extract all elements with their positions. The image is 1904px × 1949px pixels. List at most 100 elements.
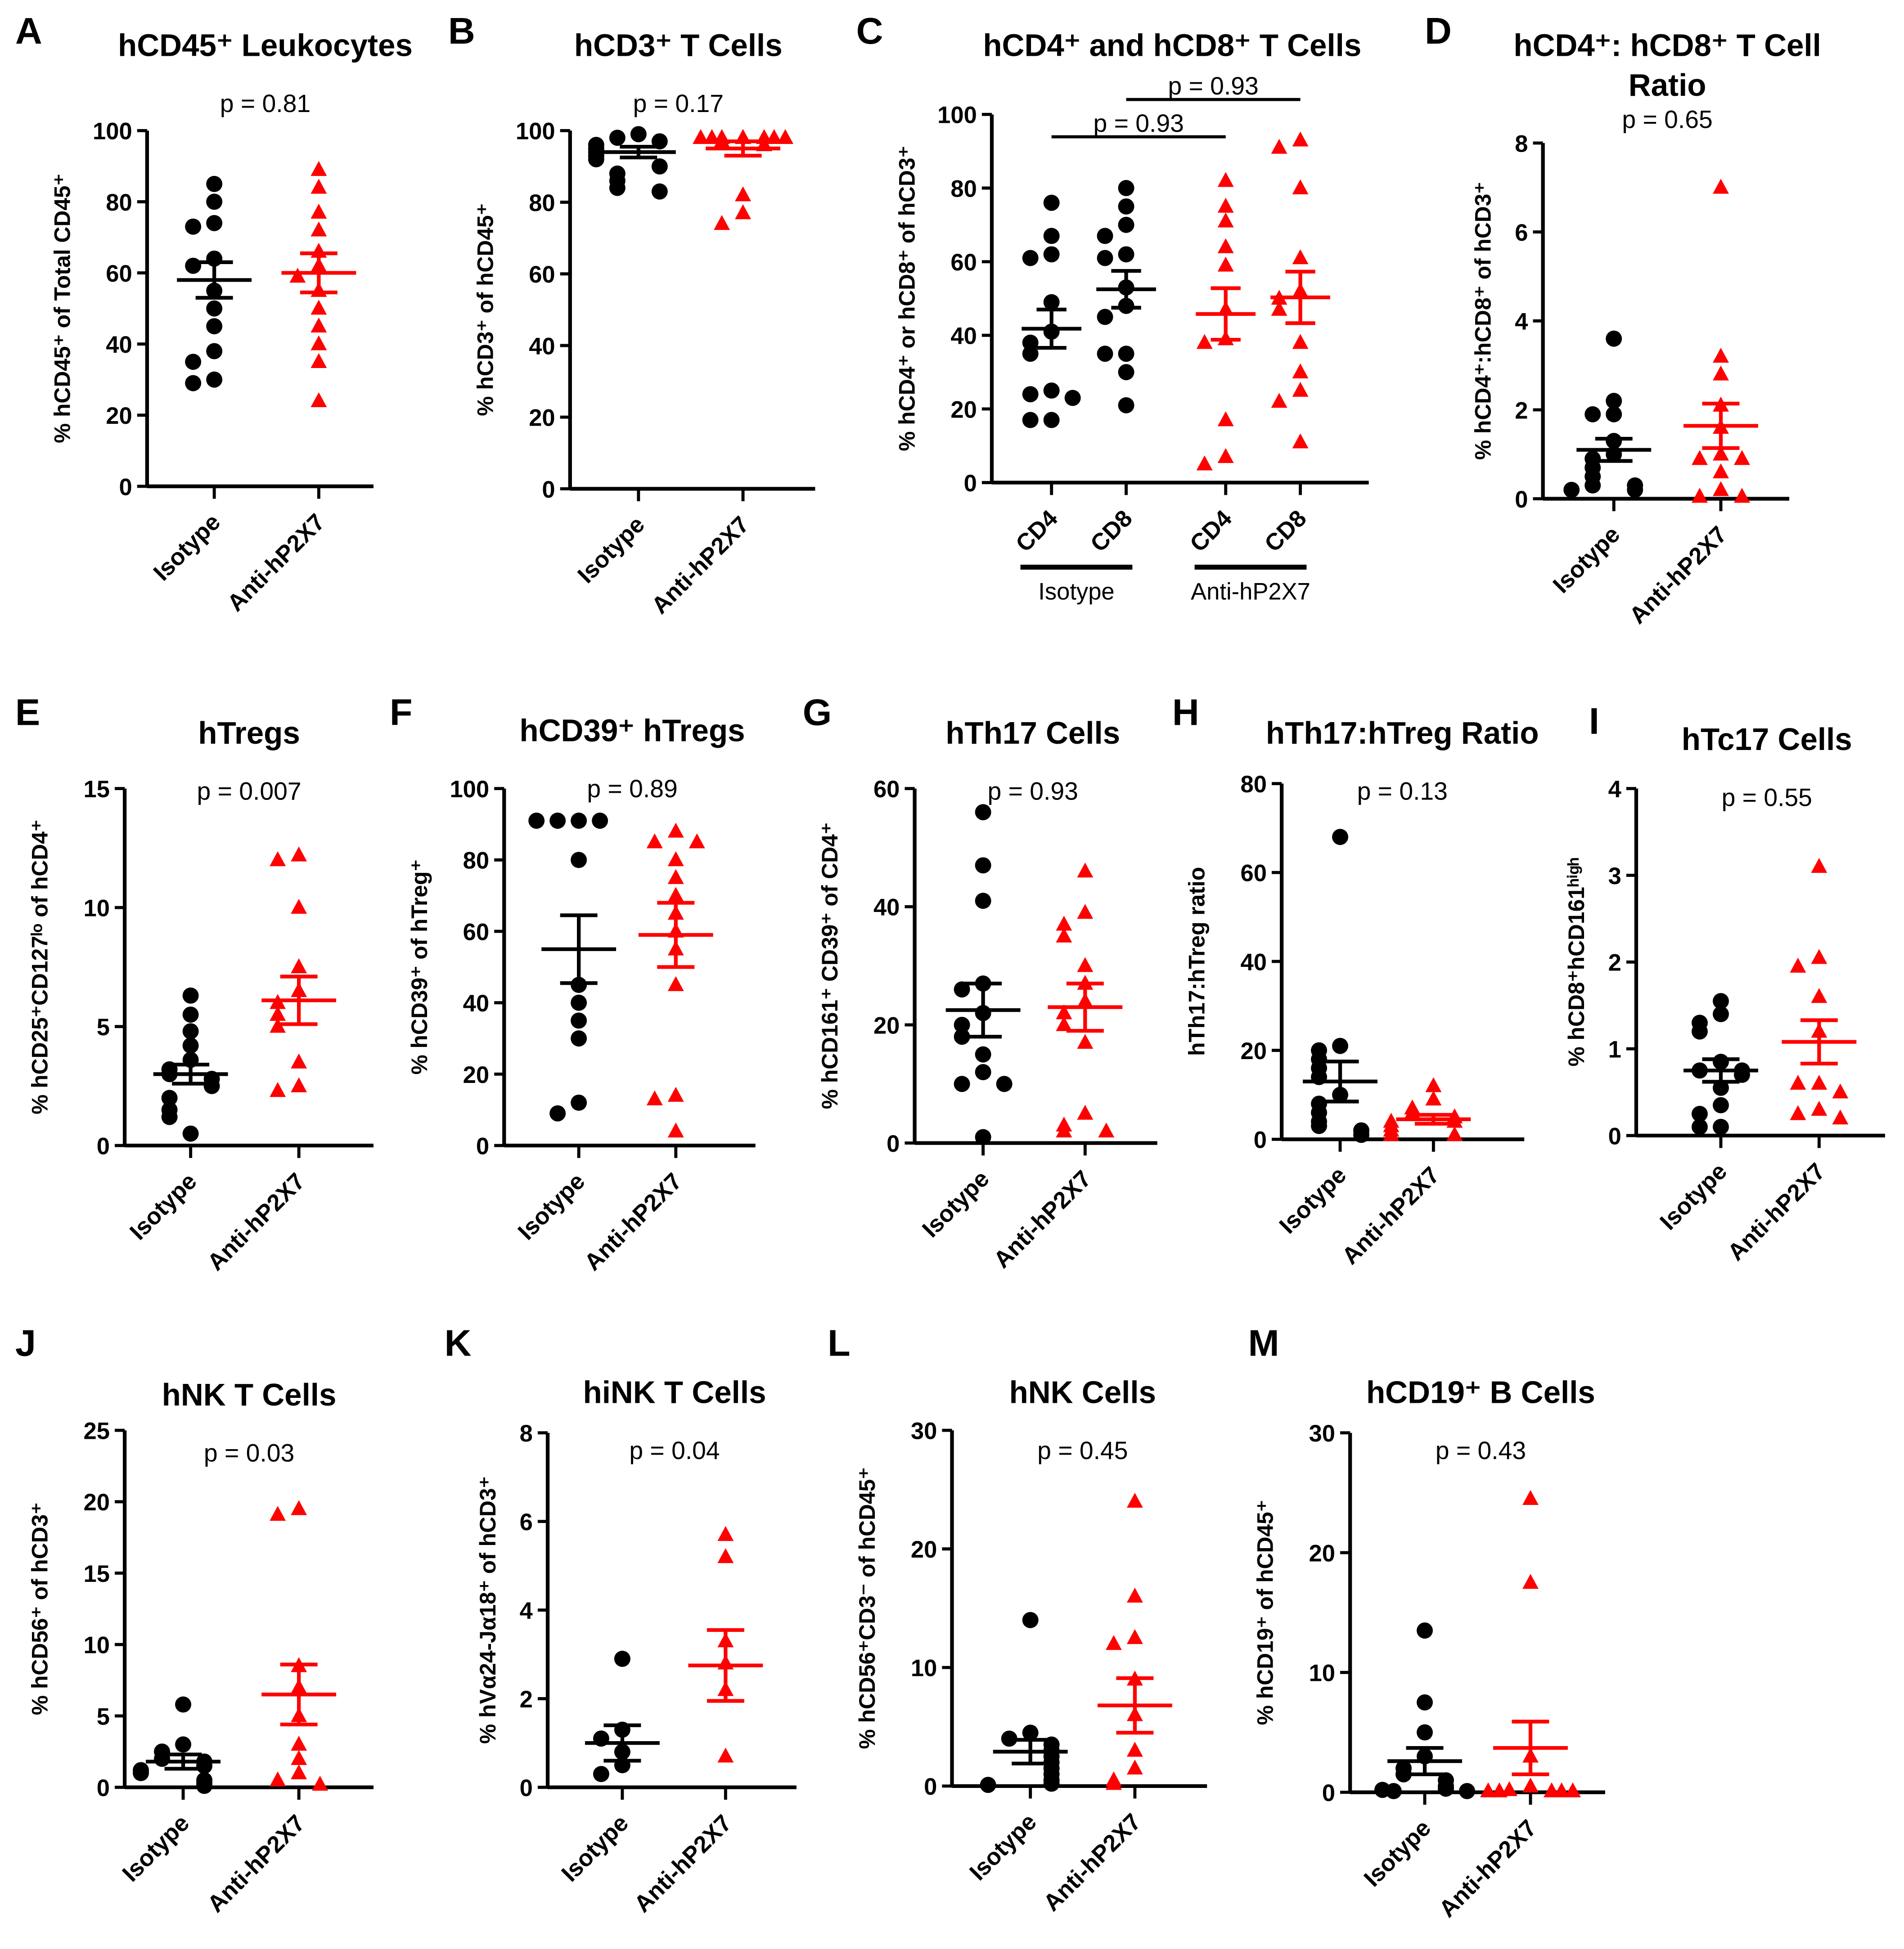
data-point-circle — [975, 1046, 991, 1063]
data-point-circle — [1606, 330, 1622, 347]
data-point-triangle — [1446, 1126, 1463, 1141]
data-point-circle — [1118, 397, 1134, 413]
y-tick-label: 4 — [1515, 309, 1528, 335]
panel-letter: B — [448, 10, 475, 52]
data-point-triangle — [291, 1736, 307, 1751]
data-point-triangle — [1292, 334, 1309, 349]
panel-letter: A — [15, 10, 42, 52]
chart-title-line2: Ratio — [1629, 67, 1706, 103]
data-point-triangle — [1713, 365, 1729, 381]
data-point-triangle — [291, 846, 307, 862]
panel-letter: I — [1589, 700, 1599, 742]
x-tick-label: CD4 — [1011, 505, 1063, 557]
chart-title: hTc17 Cells — [1682, 722, 1852, 757]
data-point-circle — [1417, 1622, 1433, 1639]
series-anti-hp2x7-cd4 — [1196, 172, 1256, 471]
y-tick-label: 80 — [1241, 771, 1267, 798]
data-point-circle — [1353, 1127, 1369, 1143]
data-point-circle — [1118, 198, 1134, 215]
y-tick-label: 0 — [520, 1775, 533, 1801]
data-point-triangle — [667, 851, 684, 867]
data-point-circle — [571, 813, 587, 829]
data-point-circle — [954, 1028, 970, 1045]
y-tick-label: 60 — [463, 919, 489, 945]
data-point-triangle — [1480, 1782, 1496, 1797]
p-value: p = 0.89 — [587, 775, 677, 803]
data-point-circle — [1627, 481, 1643, 498]
data-point-circle — [1097, 309, 1113, 325]
data-point-triangle — [1565, 1782, 1581, 1797]
group-label: Isotype — [1038, 578, 1114, 605]
data-point-circle — [182, 1037, 199, 1054]
y-tick-label: 4 — [1608, 776, 1621, 803]
data-point-triangle — [1553, 1782, 1570, 1797]
data-point-circle — [571, 1012, 587, 1029]
y-tick-label: 0 — [476, 1133, 489, 1159]
y-axis-label: % hCD25⁺CD127ˡᵒ of hCD4⁺ — [27, 820, 53, 1114]
data-point-triangle — [1790, 1074, 1806, 1090]
series-isotype — [133, 1696, 221, 1794]
y-tick-label: 60 — [950, 249, 977, 276]
y-tick-label: 2 — [1608, 950, 1621, 976]
series-isotype — [1374, 1622, 1475, 1799]
data-point-triangle — [1292, 363, 1309, 378]
data-point-triangle — [766, 129, 783, 144]
y-tick-label: 10 — [1309, 1660, 1335, 1687]
data-point-triangle — [1077, 1034, 1094, 1049]
y-tick-label: 20 — [873, 1012, 900, 1039]
y-tick-label: 0 — [542, 476, 555, 503]
y-tick-label: 10 — [911, 1655, 937, 1682]
data-point-triangle — [1292, 433, 1309, 449]
data-point-circle — [571, 1030, 587, 1047]
x-tick-label: Isotype — [1655, 1158, 1732, 1235]
data-point-triangle — [1056, 927, 1072, 943]
data-point-triangle — [1292, 249, 1309, 265]
y-tick-label: 10 — [83, 1632, 109, 1659]
y-tick-label: 0 — [97, 1775, 110, 1801]
data-point-triangle — [1271, 301, 1287, 316]
data-point-circle — [549, 813, 566, 829]
x-tick-label: Anti-hP2X7 — [1624, 521, 1732, 629]
y-tick-label: 40 — [873, 894, 900, 921]
data-point-triangle — [1105, 1775, 1122, 1790]
data-point-circle — [975, 857, 991, 874]
data-point-triangle — [1522, 1490, 1539, 1505]
data-point-circle — [1043, 1775, 1060, 1792]
data-point-triangle — [1811, 858, 1827, 873]
data-point-circle — [185, 257, 202, 274]
data-point-circle — [651, 183, 668, 200]
y-axis-label: % hCD8⁺hCD161ʰⁱᵍʰ — [1564, 858, 1589, 1066]
panel-letter: L — [828, 1322, 851, 1364]
y-tick-label: 1 — [1608, 1037, 1621, 1063]
data-point-circle — [975, 1129, 991, 1145]
y-tick-label: 0 — [964, 470, 977, 497]
y-tick-label: 60 — [1241, 860, 1267, 887]
data-point-triangle — [311, 203, 327, 219]
chart-title: hTregs — [198, 715, 300, 750]
chart-title: hCD4⁺ and hCD8⁺ T Cells — [983, 27, 1361, 63]
data-point-triangle — [270, 1018, 286, 1033]
y-axis-label: % hCD39⁺ of hTreg⁺ — [407, 859, 432, 1074]
data-point-circle — [1584, 406, 1601, 422]
data-point-circle — [1064, 390, 1081, 406]
series-isotype — [1563, 330, 1652, 498]
data-point-circle — [175, 1696, 191, 1713]
data-point-triangle — [1811, 1100, 1827, 1116]
y-tick-label: 2 — [520, 1686, 533, 1713]
chart-title: hNK T Cells — [162, 1377, 337, 1412]
chart-title: hTh17 Cells — [945, 715, 1120, 750]
x-tick-label: Isotype — [964, 1809, 1042, 1886]
data-point-triangle — [717, 1747, 734, 1763]
data-point-triangle — [311, 161, 327, 176]
data-point-triangle — [291, 898, 307, 914]
data-point-triangle — [311, 392, 327, 407]
data-point-triangle — [289, 268, 306, 283]
x-tick-label: Anti-hP2X7 — [579, 1168, 687, 1276]
data-point-triangle — [1077, 1105, 1094, 1120]
data-point-triangle — [689, 833, 705, 849]
x-tick-label: Isotype — [513, 1168, 590, 1245]
chart-title: hCD45⁺ Leukocytes — [118, 27, 413, 63]
